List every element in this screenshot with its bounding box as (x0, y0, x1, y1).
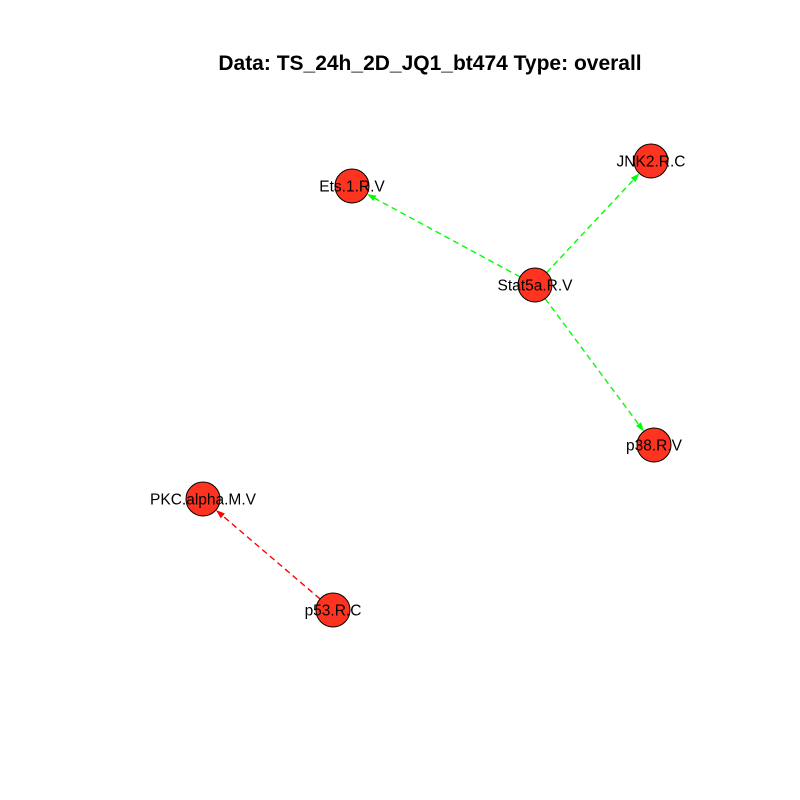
edge-stat5a-to-p38 (544, 298, 644, 432)
node-circle (185, 481, 221, 517)
node-p53: p53.R.C (305, 592, 362, 628)
node-pkc: PKC.alpha.M.V (150, 481, 257, 517)
node-p38: p38.R.V (626, 427, 683, 463)
edge-arrowhead (635, 422, 644, 432)
edge-line (371, 196, 521, 278)
node-label: p38.R.V (626, 438, 683, 455)
node-circle (633, 143, 669, 179)
edge-p53-to-pkc (215, 510, 321, 600)
node-ets1: Ets.1.R.V (319, 168, 385, 204)
node-label: PKC.alpha.M.V (150, 492, 257, 509)
node-label: JNK2.R.C (617, 154, 686, 171)
edges-layer (215, 173, 644, 600)
edge-arrowhead (630, 173, 640, 183)
edge-stat5a-to-jnk2 (546, 173, 640, 274)
edge-line (219, 513, 321, 600)
node-stat5a: Stat5a.R.V (498, 267, 574, 303)
node-label: Stat5a.R.V (498, 278, 574, 295)
edge-line (544, 298, 642, 428)
edge-arrowhead (366, 194, 377, 202)
edge-arrowhead (215, 510, 225, 519)
edge-stat5a-to-ets1 (366, 194, 521, 278)
node-label: p53.R.C (305, 603, 362, 620)
node-circle (636, 427, 672, 463)
edge-line (546, 176, 637, 274)
nodes-layer: Ets.1.R.V JNK2.R.C Stat5a.R.V p38.R.V PKC.al… (150, 143, 686, 628)
node-circle (517, 267, 553, 303)
node-label: Ets.1.R.V (319, 179, 385, 196)
node-jnk2: JNK2.R.C (617, 143, 686, 179)
node-circle (334, 168, 370, 204)
graph-title: Data: TS_24h_2D_JQ1_bt474 Type: overall (218, 52, 641, 75)
node-circle (315, 592, 351, 628)
